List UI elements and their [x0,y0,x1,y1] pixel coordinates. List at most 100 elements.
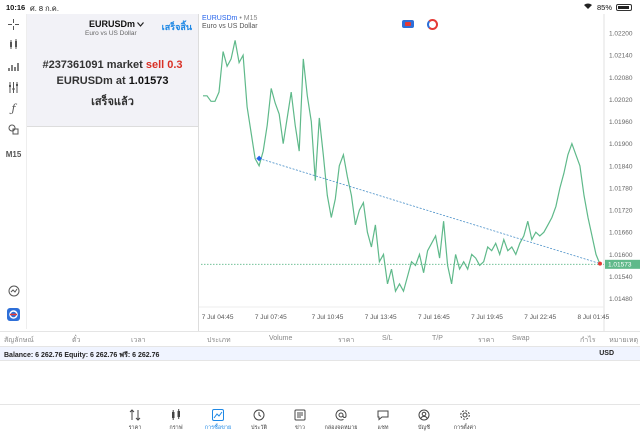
order-price: 1.01573 [128,75,169,87]
x-tick-label: 7 Jul 10:45 [312,314,344,321]
tab-label: ประวัติ [250,425,268,431]
y-tick-label: 1.01780 [609,185,633,192]
tab-label: กราฟ [169,425,183,431]
one-click-trading-icon[interactable] [402,20,414,28]
tab-label: แชท [377,425,389,431]
tab-gear[interactable]: การตั้งค่า [445,409,485,432]
sliders-icon[interactable] [4,79,23,96]
order-symbol-description: Euro vs US Dollar [85,30,137,37]
order-price-line: EURUSDm at 1.01573 [27,75,198,87]
trade-chart-icon [198,409,238,422]
x-tick-label: 7 Jul 16:45 [418,314,450,321]
candles-tool-icon[interactable] [4,36,23,53]
column-header[interactable]: ประเภท [207,337,231,344]
symbol-selector[interactable]: EURUSDm [89,19,144,29]
tab-at[interactable]: กล่องจดหมาย [321,409,361,432]
chart-title: EURUSDm • M15 [202,15,258,22]
order-type: market [106,59,143,71]
status-time: 10:16 [6,3,26,12]
tab-label: ราคา [128,425,142,431]
column-header[interactable]: ราคา [338,337,355,344]
y-tick-label: 1.01540 [609,274,633,281]
account-currency: USD [599,350,614,357]
broker-logo-icon[interactable] [4,306,23,323]
y-tick-label: 1.01600 [609,252,633,259]
x-tick-label: 7 Jul 22:45 [524,314,556,321]
status-bar: 10:16 ศ. 8 ก.ค. 85% [0,0,640,14]
column-header[interactable]: ตั๋ว [72,337,81,344]
crosshair-icon[interactable] [4,16,23,33]
battery-icon [616,3,632,11]
order-ticket: #237361091 [42,59,104,71]
order-action: sell 0.3 [145,59,183,71]
shapes-icon[interactable] [4,121,23,138]
chat-icon [363,409,403,422]
account-icon [404,409,444,422]
balance-text: Balance: 6 262.76 Equity: 6 262.76 ฟรี: … [4,352,160,359]
chevron-down-icon [137,19,144,29]
tab-candles[interactable]: กราฟ [156,409,196,432]
indicator-toggle-icon[interactable] [427,19,438,30]
y-tick-label: 1.01960 [609,119,633,126]
chart-toolbar: ƒ M15 [0,14,27,329]
price-series-line [203,40,601,293]
wifi-icon [583,2,593,12]
bottom-tab-bar: ราคา กราฟ การซื้อขาย ประวัติ ข่าว กล่องจดหมาย… [0,404,640,447]
tab-chat[interactable]: แชท [363,409,403,432]
y-tick-label: 1.02080 [609,75,633,82]
y-tick-label: 1.02200 [609,31,633,38]
chart-check-icon[interactable] [4,282,23,299]
tab-trade-chart[interactable]: การซื้อขาย [198,409,238,432]
order-symbol: EURUSDm [89,19,136,29]
column-header[interactable]: Volume [269,335,293,342]
tab-label: การตั้งค่า [453,425,477,431]
column-header[interactable]: Swap [512,335,530,342]
x-tick-label: 7 Jul 04:45 [202,314,234,321]
x-tick-label: 8 Jul 01:45 [577,314,609,321]
column-header[interactable]: เวลา [131,337,146,344]
y-tick-label: 1.01840 [609,163,633,170]
tab-label: บัญชี [418,425,430,431]
status-date: ศ. 8 ก.ค. [30,4,59,13]
x-tick-label: 7 Jul 13:45 [365,314,397,321]
tab-arrows-updown[interactable]: ราคา [115,409,155,432]
order-result: เสร็จแล้ว [91,96,134,108]
tab-clock[interactable]: ประวัติ [239,409,279,432]
trade-table-header: สัญลักษณ์ ตั๋ว เวลา ประเภท Volume ราคา S/L T/P ร… [0,331,640,347]
column-header[interactable]: หมายเหตุ [609,337,638,344]
order-symbol-at: EURUSDm at [56,75,126,87]
chart-timeframe: M15 [243,15,258,22]
chart-description: Euro vs US Dollar [202,23,258,30]
status-right: 85% [583,2,632,12]
balance-row: Balance: 6 262.76 Equity: 6 262.76 ฟรี: … [0,347,640,361]
tab-label: กล่องจดหมาย [324,425,358,431]
tab-label: การซื้อขาย [204,425,232,431]
current-price-label: 1.01573 [608,262,632,269]
order-summary-line: #237361091 market sell 0.3 [27,59,198,71]
column-header[interactable]: T/P [432,335,443,342]
price-chart[interactable]: 1.02200 1.02140 1.02080 1.02020 1.01960 1.019… [198,14,640,331]
y-tick-label: 1.01900 [609,141,633,148]
candles-icon [156,409,196,422]
column-header[interactable]: กำไร [580,337,596,344]
column-header[interactable]: สัญลักษณ์ [4,337,34,344]
x-tick-label: 7 Jul 07:45 [255,314,287,321]
clock-icon [239,409,279,422]
tab-news[interactable]: ข่าว [280,409,320,432]
function-icon[interactable]: ƒ [11,102,16,115]
trend-end-marker [598,261,602,266]
timeframe-button[interactable]: M15 [5,150,22,159]
tab-label: ข่าว [295,425,305,431]
battery-percent: 85% [596,2,612,12]
indicators-icon[interactable] [4,58,23,75]
gear-icon [445,409,485,422]
tab-account[interactable]: บัญชี [404,409,444,432]
news-icon [280,409,320,422]
order-result-panel: EURUSDm Euro vs US Dollar เสร็จสิ้น #237… [27,14,198,127]
y-tick-label: 1.01660 [609,230,633,237]
chart-canvas[interactable]: 1.02200 1.02140 1.02080 1.02020 1.01960 1.019… [199,14,640,331]
done-button[interactable]: เสร็จสิ้น [161,22,192,32]
column-header[interactable]: S/L [382,335,393,342]
column-header[interactable]: ราคา [478,337,495,344]
at-icon [321,409,361,422]
